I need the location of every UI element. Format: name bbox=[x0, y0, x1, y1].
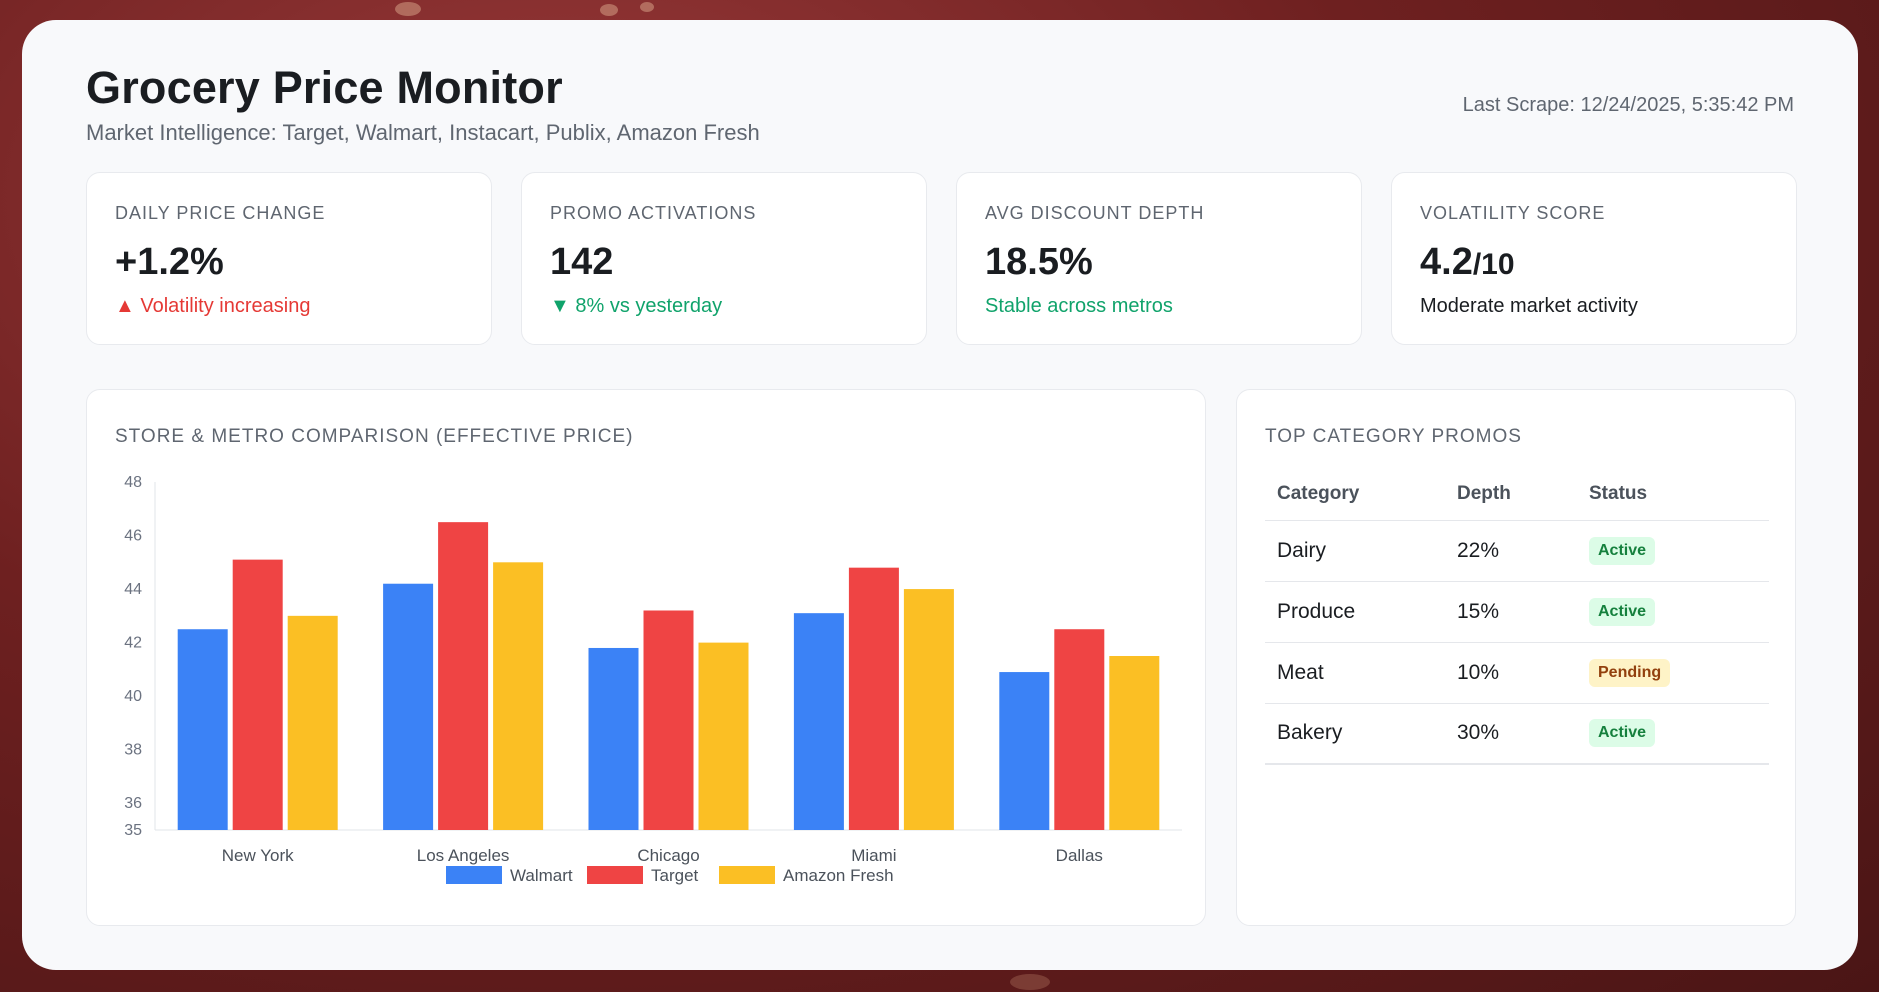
bar bbox=[999, 672, 1050, 830]
kpi-card-avg-discount-depth: AVG DISCOUNT DEPTH 18.5% Stable across m… bbox=[956, 172, 1362, 345]
y-tick-label: 38 bbox=[124, 742, 142, 759]
bar bbox=[588, 647, 639, 830]
promos-table: Category Depth Status Dairy 22% Active P… bbox=[1265, 468, 1769, 765]
bar-chart: 35 36 38 40 42 44 46 48 New York Los Angeles Chica… bbox=[124, 474, 1182, 885]
bar bbox=[177, 629, 228, 830]
status-badge: Pending bbox=[1589, 658, 1671, 687]
page-title: Grocery Price Monitor bbox=[86, 62, 563, 113]
bar bbox=[287, 615, 338, 830]
category-cell: Meat bbox=[1265, 642, 1445, 704]
column-header-status[interactable]: Status bbox=[1577, 468, 1769, 521]
y-tick-label: 36 bbox=[124, 795, 142, 812]
bar bbox=[793, 613, 844, 830]
legend-swatch bbox=[446, 866, 502, 884]
kpi-label: DAILY PRICE CHANGE bbox=[115, 203, 326, 223]
status-cell: Active bbox=[1577, 520, 1769, 582]
status-cell: Pending bbox=[1577, 642, 1769, 704]
kpi-value: 4.2/10 bbox=[1420, 241, 1515, 283]
bar bbox=[1054, 629, 1105, 830]
kpi-label: AVG DISCOUNT DEPTH bbox=[985, 203, 1205, 223]
bar bbox=[643, 610, 694, 830]
bar bbox=[1109, 656, 1160, 830]
y-tick-label: 46 bbox=[124, 528, 142, 545]
kpi-card-promo-activations: PROMO ACTIVATIONS 142 ▼ 8% vs yesterday bbox=[521, 172, 927, 345]
bar bbox=[383, 583, 434, 830]
status-cell: Active bbox=[1577, 703, 1769, 765]
table-row[interactable]: Bakery 30% Active bbox=[1265, 703, 1769, 765]
kpi-label: PROMO ACTIVATIONS bbox=[550, 203, 757, 223]
y-tick-label: 35 bbox=[124, 822, 142, 839]
y-tick-label: 40 bbox=[124, 688, 142, 705]
page-subtitle: Market Intelligence: Target, Walmart, In… bbox=[86, 120, 760, 145]
last-scrape-timestamp: Last Scrape: 12/24/2025, 5:35:42 PM bbox=[1462, 94, 1794, 116]
bar bbox=[493, 562, 544, 830]
x-tick-label: Chicago bbox=[637, 846, 699, 865]
x-tick-label: Dallas bbox=[1056, 846, 1103, 865]
kpi-note: Moderate market activity bbox=[1420, 295, 1638, 317]
x-tick-label: New York bbox=[222, 846, 294, 865]
category-cell: Bakery bbox=[1265, 703, 1445, 765]
legend-label: Walmart bbox=[510, 866, 573, 885]
legend-swatch bbox=[719, 866, 775, 884]
kpi-card-daily-price-change: DAILY PRICE CHANGE +1.2% ▲ Volatility in… bbox=[86, 172, 492, 345]
kpi-value: 18.5% bbox=[985, 241, 1093, 283]
kpi-card-volatility-score: VOLATILITY SCORE 4.2/10 Moderate market … bbox=[1391, 172, 1797, 345]
x-tick-label: Miami bbox=[851, 846, 896, 865]
status-cell: Active bbox=[1577, 581, 1769, 643]
promos-panel-title: TOP CATEGORY PROMOS bbox=[1265, 426, 1522, 447]
top-category-promos-panel: TOP CATEGORY PROMOS Category Depth Statu… bbox=[1236, 389, 1796, 926]
table-row[interactable]: Dairy 22% Active bbox=[1265, 520, 1769, 582]
x-tick-label: Los Angeles bbox=[417, 846, 510, 865]
legend-label: Amazon Fresh bbox=[783, 866, 894, 885]
legend-label: Target bbox=[651, 866, 699, 885]
bar bbox=[903, 589, 954, 830]
category-cell: Produce bbox=[1265, 581, 1445, 643]
dashboard-frame: Grocery Price Monitor Market Intelligenc… bbox=[22, 20, 1858, 970]
kpi-note: ▼ 8% vs yesterday bbox=[550, 295, 723, 317]
bar bbox=[232, 559, 283, 830]
kpi-value: 142 bbox=[550, 241, 614, 283]
depth-cell: 15% bbox=[1445, 581, 1577, 643]
depth-cell: 30% bbox=[1445, 703, 1577, 765]
y-tick-label: 42 bbox=[124, 635, 142, 652]
status-badge: Active bbox=[1589, 536, 1656, 565]
bar bbox=[848, 567, 899, 830]
store-metro-chart-panel: STORE & METRO COMPARISON (EFFECTIVE PRIC… bbox=[86, 389, 1206, 926]
table-row[interactable]: Meat 10% Pending bbox=[1265, 642, 1769, 704]
depth-cell: 22% bbox=[1445, 520, 1577, 582]
table-row[interactable]: Produce 15% Active bbox=[1265, 581, 1769, 643]
bar bbox=[438, 522, 489, 830]
column-header-depth[interactable]: Depth bbox=[1445, 468, 1577, 521]
y-tick-label: 48 bbox=[124, 474, 142, 491]
kpi-value: +1.2% bbox=[115, 241, 224, 283]
kpi-note: Stable across metros bbox=[985, 295, 1173, 317]
kpi-note: ▲ Volatility increasing bbox=[115, 295, 311, 317]
category-cell: Dairy bbox=[1265, 520, 1445, 582]
column-header-category[interactable]: Category bbox=[1265, 468, 1445, 521]
bar bbox=[698, 642, 749, 830]
header: Grocery Price Monitor Market Intelligenc… bbox=[86, 40, 1794, 150]
status-badge: Active bbox=[1589, 719, 1656, 748]
table-header-row: Category Depth Status bbox=[1265, 468, 1769, 521]
status-badge: Active bbox=[1589, 597, 1656, 626]
depth-cell: 10% bbox=[1445, 642, 1577, 704]
chart-panel-title: STORE & METRO COMPARISON (EFFECTIVE PRIC… bbox=[115, 426, 634, 447]
kpi-label: VOLATILITY SCORE bbox=[1420, 203, 1606, 223]
legend-swatch bbox=[587, 866, 643, 884]
y-tick-label: 44 bbox=[124, 581, 142, 598]
